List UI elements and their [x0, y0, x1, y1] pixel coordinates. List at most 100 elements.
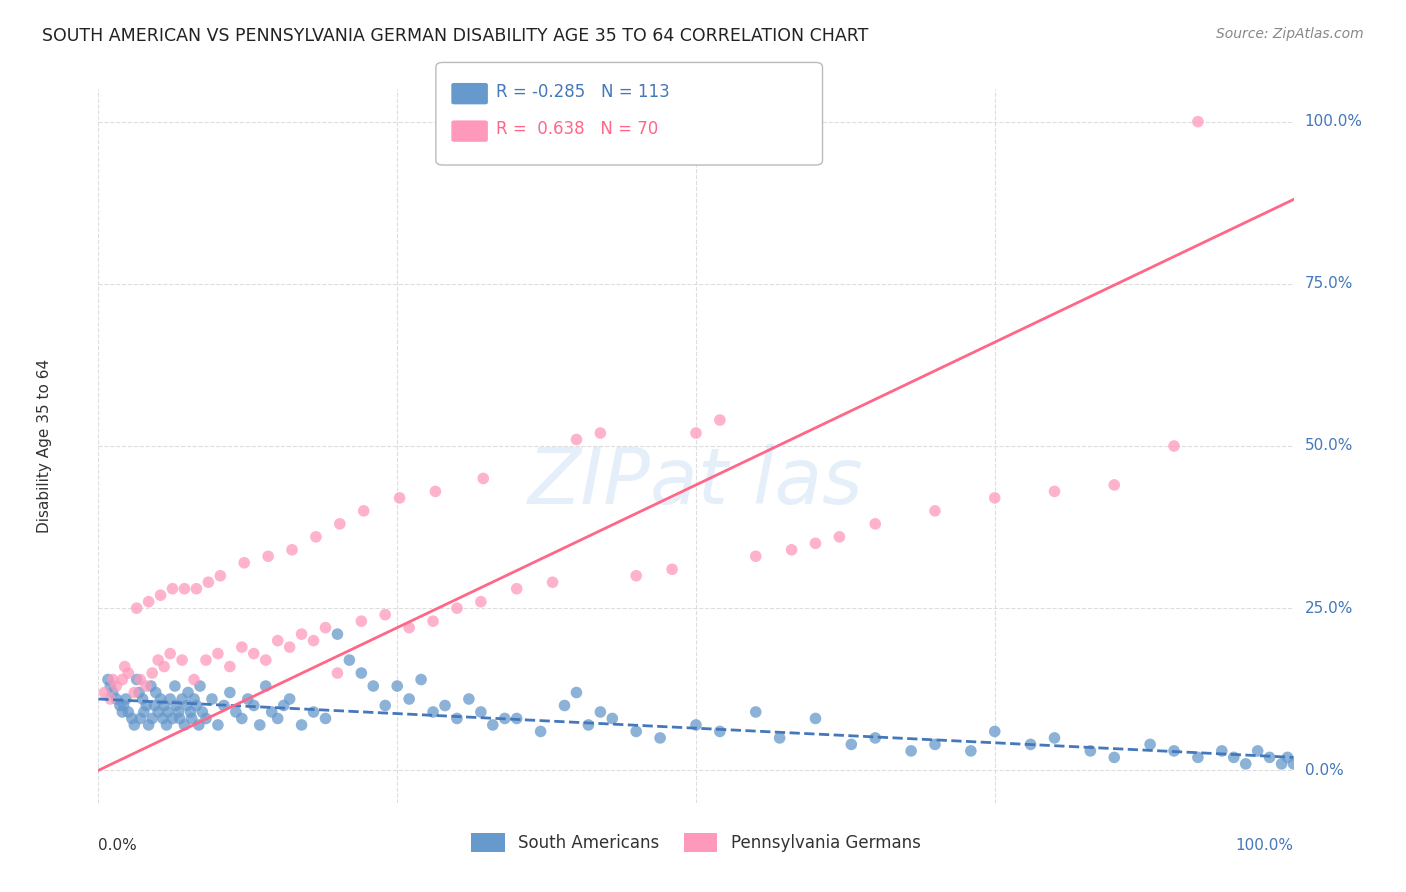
- Point: [984, 724, 1007, 739]
- Point: [177, 685, 200, 699]
- Point: [195, 711, 218, 725]
- Point: [804, 711, 827, 725]
- Point: [231, 640, 253, 654]
- Point: [180, 711, 202, 725]
- Point: [398, 621, 420, 635]
- Point: [326, 627, 349, 641]
- Point: [162, 711, 184, 725]
- Point: [411, 673, 433, 687]
- Point: [135, 679, 157, 693]
- Point: [124, 718, 146, 732]
- Point: [865, 516, 887, 531]
- Point: [207, 647, 229, 661]
- Point: [302, 705, 325, 719]
- Point: [353, 504, 375, 518]
- Point: [111, 705, 134, 719]
- Point: [93, 685, 115, 699]
- Point: [1163, 439, 1185, 453]
- Point: [156, 705, 179, 719]
- Text: 0.0%: 0.0%: [1305, 763, 1343, 778]
- Point: [398, 692, 420, 706]
- Point: [470, 705, 492, 719]
- Point: [1104, 478, 1126, 492]
- Point: [1223, 750, 1246, 764]
- Point: [924, 738, 946, 752]
- Point: [145, 685, 167, 699]
- Point: [374, 698, 396, 713]
- Point: [506, 711, 529, 725]
- Point: [254, 679, 277, 693]
- Point: [315, 621, 337, 635]
- Point: [111, 673, 134, 687]
- Point: [173, 582, 195, 596]
- Point: [101, 685, 124, 699]
- Point: [148, 653, 170, 667]
- Point: [138, 718, 160, 732]
- Point: [589, 425, 612, 440]
- Point: [1043, 484, 1066, 499]
- Point: [128, 685, 150, 699]
- Point: [267, 711, 290, 725]
- Point: [446, 601, 468, 615]
- Text: 25.0%: 25.0%: [1305, 600, 1353, 615]
- Point: [1271, 756, 1294, 771]
- Text: 0.0%: 0.0%: [98, 838, 138, 854]
- Point: [1139, 738, 1161, 752]
- Text: 100.0%: 100.0%: [1305, 114, 1362, 129]
- Point: [1211, 744, 1233, 758]
- Point: [780, 542, 803, 557]
- Point: [1282, 756, 1305, 771]
- Point: [159, 692, 181, 706]
- Point: [828, 530, 851, 544]
- Point: [385, 679, 409, 693]
- Point: [709, 724, 731, 739]
- Point: [388, 491, 411, 505]
- Point: [197, 575, 219, 590]
- Point: [108, 698, 131, 713]
- Point: [152, 711, 174, 725]
- Point: [924, 504, 946, 518]
- Text: Source: ZipAtlas.com: Source: ZipAtlas.com: [1216, 27, 1364, 41]
- Point: [138, 595, 160, 609]
- Point: [278, 692, 301, 706]
- Point: [173, 718, 195, 732]
- Point: [374, 607, 396, 622]
- Point: [984, 491, 1007, 505]
- Point: [273, 698, 295, 713]
- Point: [602, 711, 624, 725]
- Point: [98, 692, 122, 706]
- Point: [117, 705, 139, 719]
- Point: [183, 673, 205, 687]
- Point: [115, 692, 138, 706]
- Point: [117, 666, 139, 681]
- Point: [225, 705, 247, 719]
- Point: [183, 692, 205, 706]
- Point: [135, 698, 157, 713]
- Point: [188, 679, 211, 693]
- Point: [260, 705, 283, 719]
- Point: [105, 692, 128, 706]
- Point: [105, 679, 128, 693]
- Point: [565, 433, 588, 447]
- Point: [446, 711, 468, 725]
- Point: [709, 413, 731, 427]
- Point: [121, 711, 143, 725]
- Point: [305, 530, 328, 544]
- Point: [243, 647, 266, 661]
- Point: [267, 633, 290, 648]
- Point: [554, 698, 576, 713]
- Point: [257, 549, 280, 564]
- Point: [186, 582, 208, 596]
- Point: [201, 692, 224, 706]
- Point: [159, 647, 181, 661]
- Text: 75.0%: 75.0%: [1305, 277, 1353, 292]
- Text: Disability Age 35 to 64: Disability Age 35 to 64: [37, 359, 52, 533]
- Point: [685, 718, 707, 732]
- Point: [153, 659, 176, 673]
- Point: [482, 718, 505, 732]
- Point: [163, 679, 186, 693]
- Point: [153, 698, 176, 713]
- Point: [101, 673, 124, 687]
- Point: [541, 575, 564, 590]
- Point: [458, 692, 481, 706]
